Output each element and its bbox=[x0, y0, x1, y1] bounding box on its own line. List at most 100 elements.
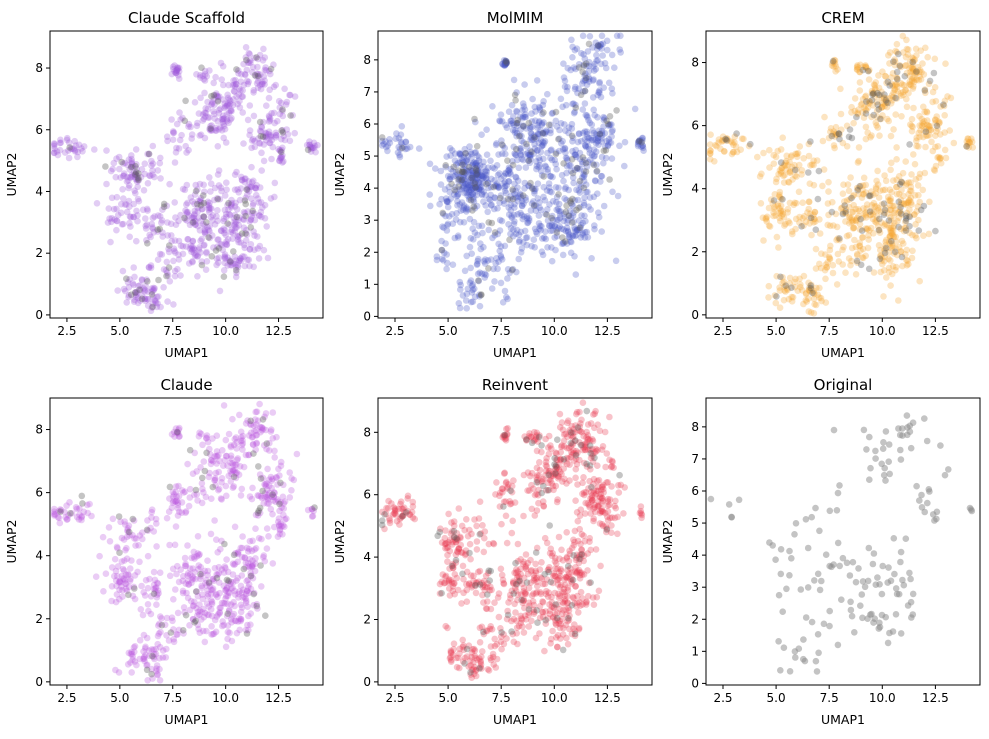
data-point bbox=[588, 254, 595, 262]
data-point bbox=[163, 269, 171, 277]
data-point bbox=[265, 533, 272, 540]
reference-point bbox=[555, 191, 562, 198]
data-point bbox=[194, 252, 202, 260]
data-point bbox=[223, 238, 230, 245]
data-point bbox=[274, 117, 281, 125]
data-point bbox=[253, 182, 260, 189]
data-point bbox=[275, 97, 283, 105]
data-point bbox=[469, 281, 477, 288]
data-point bbox=[286, 469, 294, 476]
data-point bbox=[171, 541, 179, 549]
data-point bbox=[258, 149, 265, 157]
reference-point bbox=[876, 255, 884, 263]
data-point bbox=[201, 67, 209, 75]
data-point bbox=[533, 77, 541, 84]
data-point bbox=[127, 659, 134, 666]
data-point bbox=[276, 110, 284, 118]
data-point bbox=[142, 222, 149, 230]
data-point bbox=[873, 122, 880, 129]
data-point bbox=[883, 274, 890, 281]
reference-point bbox=[881, 206, 889, 214]
data-point bbox=[201, 226, 209, 234]
data-point bbox=[154, 640, 161, 648]
data-point bbox=[245, 178, 252, 185]
data-point bbox=[591, 222, 598, 229]
reference-point bbox=[508, 266, 516, 274]
data-point bbox=[227, 601, 235, 608]
data-point bbox=[106, 215, 113, 222]
data-point bbox=[189, 243, 196, 250]
data-point bbox=[775, 244, 782, 251]
data-point bbox=[248, 195, 255, 202]
data-point bbox=[593, 51, 600, 59]
y-tick-label: 2 bbox=[35, 612, 43, 626]
data-point bbox=[214, 171, 222, 178]
reference-point bbox=[540, 173, 548, 180]
data-point bbox=[591, 177, 599, 184]
data-point bbox=[583, 130, 591, 138]
data-point bbox=[130, 213, 137, 221]
data-point bbox=[222, 436, 230, 444]
reference-point bbox=[149, 303, 156, 311]
data-point bbox=[228, 202, 235, 210]
data-point bbox=[193, 122, 201, 130]
data-point bbox=[574, 138, 582, 146]
data-point bbox=[175, 578, 183, 586]
data-point bbox=[115, 153, 123, 161]
data-point bbox=[865, 76, 873, 83]
data-point bbox=[51, 145, 58, 152]
data-point bbox=[164, 272, 172, 279]
data-point bbox=[267, 133, 274, 140]
data-point bbox=[256, 127, 264, 135]
data-point bbox=[266, 114, 273, 121]
data-point bbox=[244, 80, 252, 88]
reference-point bbox=[277, 479, 284, 487]
data-point bbox=[236, 463, 244, 470]
data-point bbox=[209, 232, 216, 239]
data-point bbox=[484, 208, 492, 216]
data-point bbox=[154, 256, 162, 264]
data-point bbox=[895, 297, 902, 304]
reference-point bbox=[922, 128, 930, 135]
data-point bbox=[934, 143, 942, 150]
data-point bbox=[245, 256, 253, 264]
data-point bbox=[140, 285, 147, 292]
reference-point bbox=[132, 162, 139, 170]
data-point bbox=[476, 302, 484, 310]
data-point bbox=[194, 533, 202, 540]
data-point bbox=[179, 185, 187, 193]
data-point bbox=[149, 214, 157, 222]
data-point bbox=[255, 199, 263, 206]
data-point bbox=[221, 125, 229, 133]
data-point bbox=[922, 143, 929, 151]
data-point bbox=[128, 155, 135, 163]
data-point bbox=[569, 593, 577, 601]
data-point bbox=[452, 188, 460, 195]
data-point bbox=[221, 229, 228, 237]
data-point bbox=[456, 304, 464, 312]
data-point bbox=[133, 237, 140, 245]
data-point bbox=[912, 176, 920, 183]
data-point bbox=[544, 149, 551, 157]
data-point bbox=[220, 120, 227, 128]
reference-point bbox=[539, 130, 547, 137]
data-point bbox=[122, 546, 129, 554]
data-point bbox=[170, 257, 177, 265]
data-point bbox=[473, 261, 481, 269]
data-point bbox=[176, 136, 184, 144]
data-point bbox=[231, 467, 239, 474]
data-point bbox=[847, 174, 854, 181]
data-point bbox=[261, 133, 269, 141]
data-point bbox=[466, 526, 473, 534]
data-point bbox=[762, 214, 770, 222]
data-point bbox=[143, 236, 150, 244]
data-point bbox=[171, 237, 179, 244]
data-point bbox=[208, 598, 216, 606]
data-point bbox=[265, 128, 273, 135]
data-point bbox=[220, 115, 228, 122]
data-point bbox=[233, 224, 240, 231]
data-point bbox=[126, 203, 133, 210]
reference-point bbox=[233, 66, 240, 73]
data-point bbox=[210, 79, 217, 87]
